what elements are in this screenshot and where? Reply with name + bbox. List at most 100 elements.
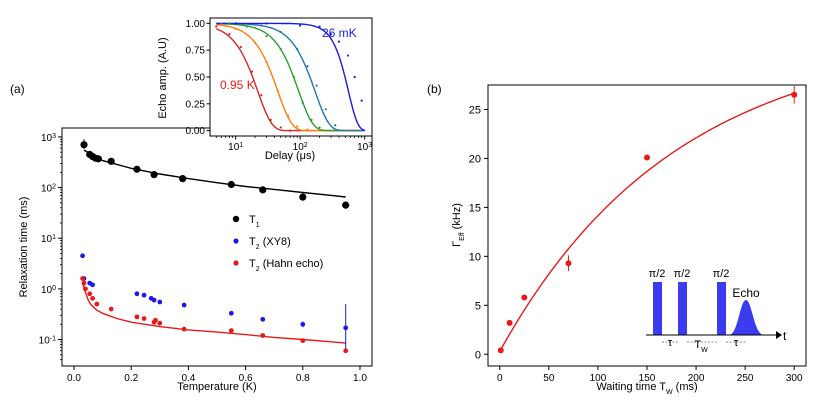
panel-a-point-series-1	[141, 292, 147, 298]
panel-b-x-tick-label: 200	[688, 373, 705, 384]
inset-point-set-1	[306, 128, 309, 131]
inset-point-set-0	[279, 126, 282, 129]
inset-point-set-3	[306, 65, 309, 68]
panel-b-point	[644, 154, 650, 161]
inset-point-set-1	[296, 125, 299, 128]
inset-point-set-2	[292, 75, 296, 79]
legend-marker-t2-hahn	[233, 260, 239, 266]
legend-marker-t2-xy8	[233, 238, 239, 244]
inset-point-set-4	[318, 25, 321, 28]
panel-a-x-tick-label: 0.8	[296, 373, 310, 384]
pulse-3	[717, 282, 726, 335]
inset-x-axis-label: Delay (μs)	[265, 150, 315, 162]
pulse-label-2: π/2	[674, 268, 691, 280]
inset-point-set-4	[353, 75, 356, 79]
pulse-2	[678, 282, 687, 335]
panel-b-x-tick-label: 0	[497, 373, 503, 384]
interval-label-tau-1: τ	[668, 337, 673, 349]
inset-point-set-2	[301, 101, 304, 104]
inset-annotation-095k: 0.95 K	[220, 78, 255, 92]
panel-a-y-tick-label: 102	[41, 183, 56, 195]
inset-y-tick-label: 0.25	[186, 99, 206, 110]
inset-point-set-3	[324, 108, 327, 111]
inset-point-set-4	[360, 99, 363, 102]
panel-b-x-tick-label: 150	[639, 373, 656, 384]
panel-a-point-series-0	[342, 201, 350, 209]
inset-point-set-4	[329, 32, 333, 36]
inset-point-set-2	[279, 48, 282, 51]
panel-b-y-axis-label: ΓEff (kHz)	[451, 203, 466, 247]
inset-point-set-1	[265, 60, 268, 64]
inset-x-tick-label: 102	[293, 142, 308, 154]
pulse-label-3: π/2	[713, 268, 730, 280]
panel-a-fit-lines	[81, 149, 346, 344]
panel-b-point	[521, 294, 528, 301]
inset-point-set-3	[279, 30, 282, 34]
inset-decay-curve-4	[216, 22, 365, 131]
inset-point-set-0	[228, 32, 231, 36]
inset-point-set-4	[234, 22, 237, 25]
legend-marker-t1	[232, 215, 240, 223]
panel-a-point-series-2	[157, 320, 163, 326]
panel-a-point-series-1	[300, 321, 306, 327]
inset-ticks: 101 102 103 0.00 0.25 0.50 0.75 1.00	[186, 19, 373, 153]
panel-a-y-tick-label: 100	[41, 284, 56, 296]
inset-point-set-0	[215, 25, 218, 28]
panel-a-point-series-0	[259, 186, 267, 194]
panel-a-point-series-0	[150, 171, 158, 179]
inset-y-tick-label: 1.00	[186, 19, 206, 30]
panel-b-frame	[487, 84, 807, 367]
inset-point-set-1	[253, 41, 257, 44]
panel-a-point-series-2	[87, 291, 93, 297]
panel-b-fit-curve	[499, 92, 795, 352]
inset-point-set-3	[296, 48, 299, 51]
inset-point-set-1	[286, 114, 290, 117]
panel-a-point-series-0	[80, 141, 88, 149]
panel-a-point-series-1	[90, 282, 95, 288]
panel-a-point-series-2	[141, 316, 147, 321]
panel-b-data-points	[497, 85, 798, 354]
inset-x-tick-label: 101	[228, 142, 243, 154]
panel-b-x-axis-label: Waiting time TW (ms)	[596, 381, 697, 396]
inset-x-tick-label: 103	[357, 142, 372, 154]
panel-a-plot: 0.0 0.2 0.4 0.6 0.8 1.0 10-1 100 101 102 103	[39, 127, 373, 384]
inset-point-set-3	[260, 24, 263, 27]
panel-a-point-series-0	[133, 165, 141, 173]
panel-a-label: (a)	[10, 82, 25, 96]
panel-a-point-series-2	[153, 317, 158, 323]
panel-a-x-axis-label: Temperature (K)	[177, 381, 256, 393]
inset-point-set-2	[245, 25, 249, 28]
inset-point-set-3	[315, 84, 318, 87]
inset-plot: 101 102 103 0.00 0.25 0.50 0.75 1.00 26 mK 0.95…	[186, 17, 373, 153]
panel-b-x-tick-label: 300	[786, 373, 803, 384]
panel-a-x-tick-label: 0.2	[124, 373, 138, 384]
panel-b-plot: 0 50 100 150 200 250 300 0 5 10 15 20 25	[469, 84, 807, 384]
inset-data-points	[215, 22, 363, 132]
panel-a-point-series-2	[343, 348, 349, 354]
panel-a-point-series-2	[94, 301, 100, 307]
panel-a-point-series-0	[107, 157, 115, 165]
panel-a-point-series-1	[343, 325, 349, 331]
panel-a-point-series-0	[299, 193, 307, 201]
panel-a-point-series-1	[134, 291, 140, 297]
panel-a-y-tick-label: 103	[41, 132, 56, 144]
inset-y-tick-label: 0.50	[186, 73, 206, 84]
panel-b-y-tick-label: 10	[469, 251, 481, 263]
inset-point-set-2	[228, 22, 231, 25]
panel-a-point-series-2	[83, 286, 88, 292]
inset-point-set-4	[299, 24, 302, 27]
inset-point-set-0	[289, 129, 292, 132]
panel-a-y-axis-label: Relaxation time (ms)	[18, 197, 30, 298]
inset-point-set-0	[269, 118, 272, 122]
inset-point-set-2	[310, 118, 313, 122]
panel-b-point	[497, 347, 504, 354]
interval-label-tw: TW	[694, 339, 708, 354]
panel-b-point	[506, 319, 513, 326]
inset-y-axis-label: Echo amp. (A.U)	[157, 37, 169, 118]
inset-point-set-2	[318, 126, 321, 129]
panel-a-x-tick-label: 1.0	[353, 373, 367, 384]
inset-point-set-0	[260, 94, 263, 97]
panel-a-point-series-2	[108, 306, 114, 312]
panel-a-point-series-1	[181, 302, 187, 308]
